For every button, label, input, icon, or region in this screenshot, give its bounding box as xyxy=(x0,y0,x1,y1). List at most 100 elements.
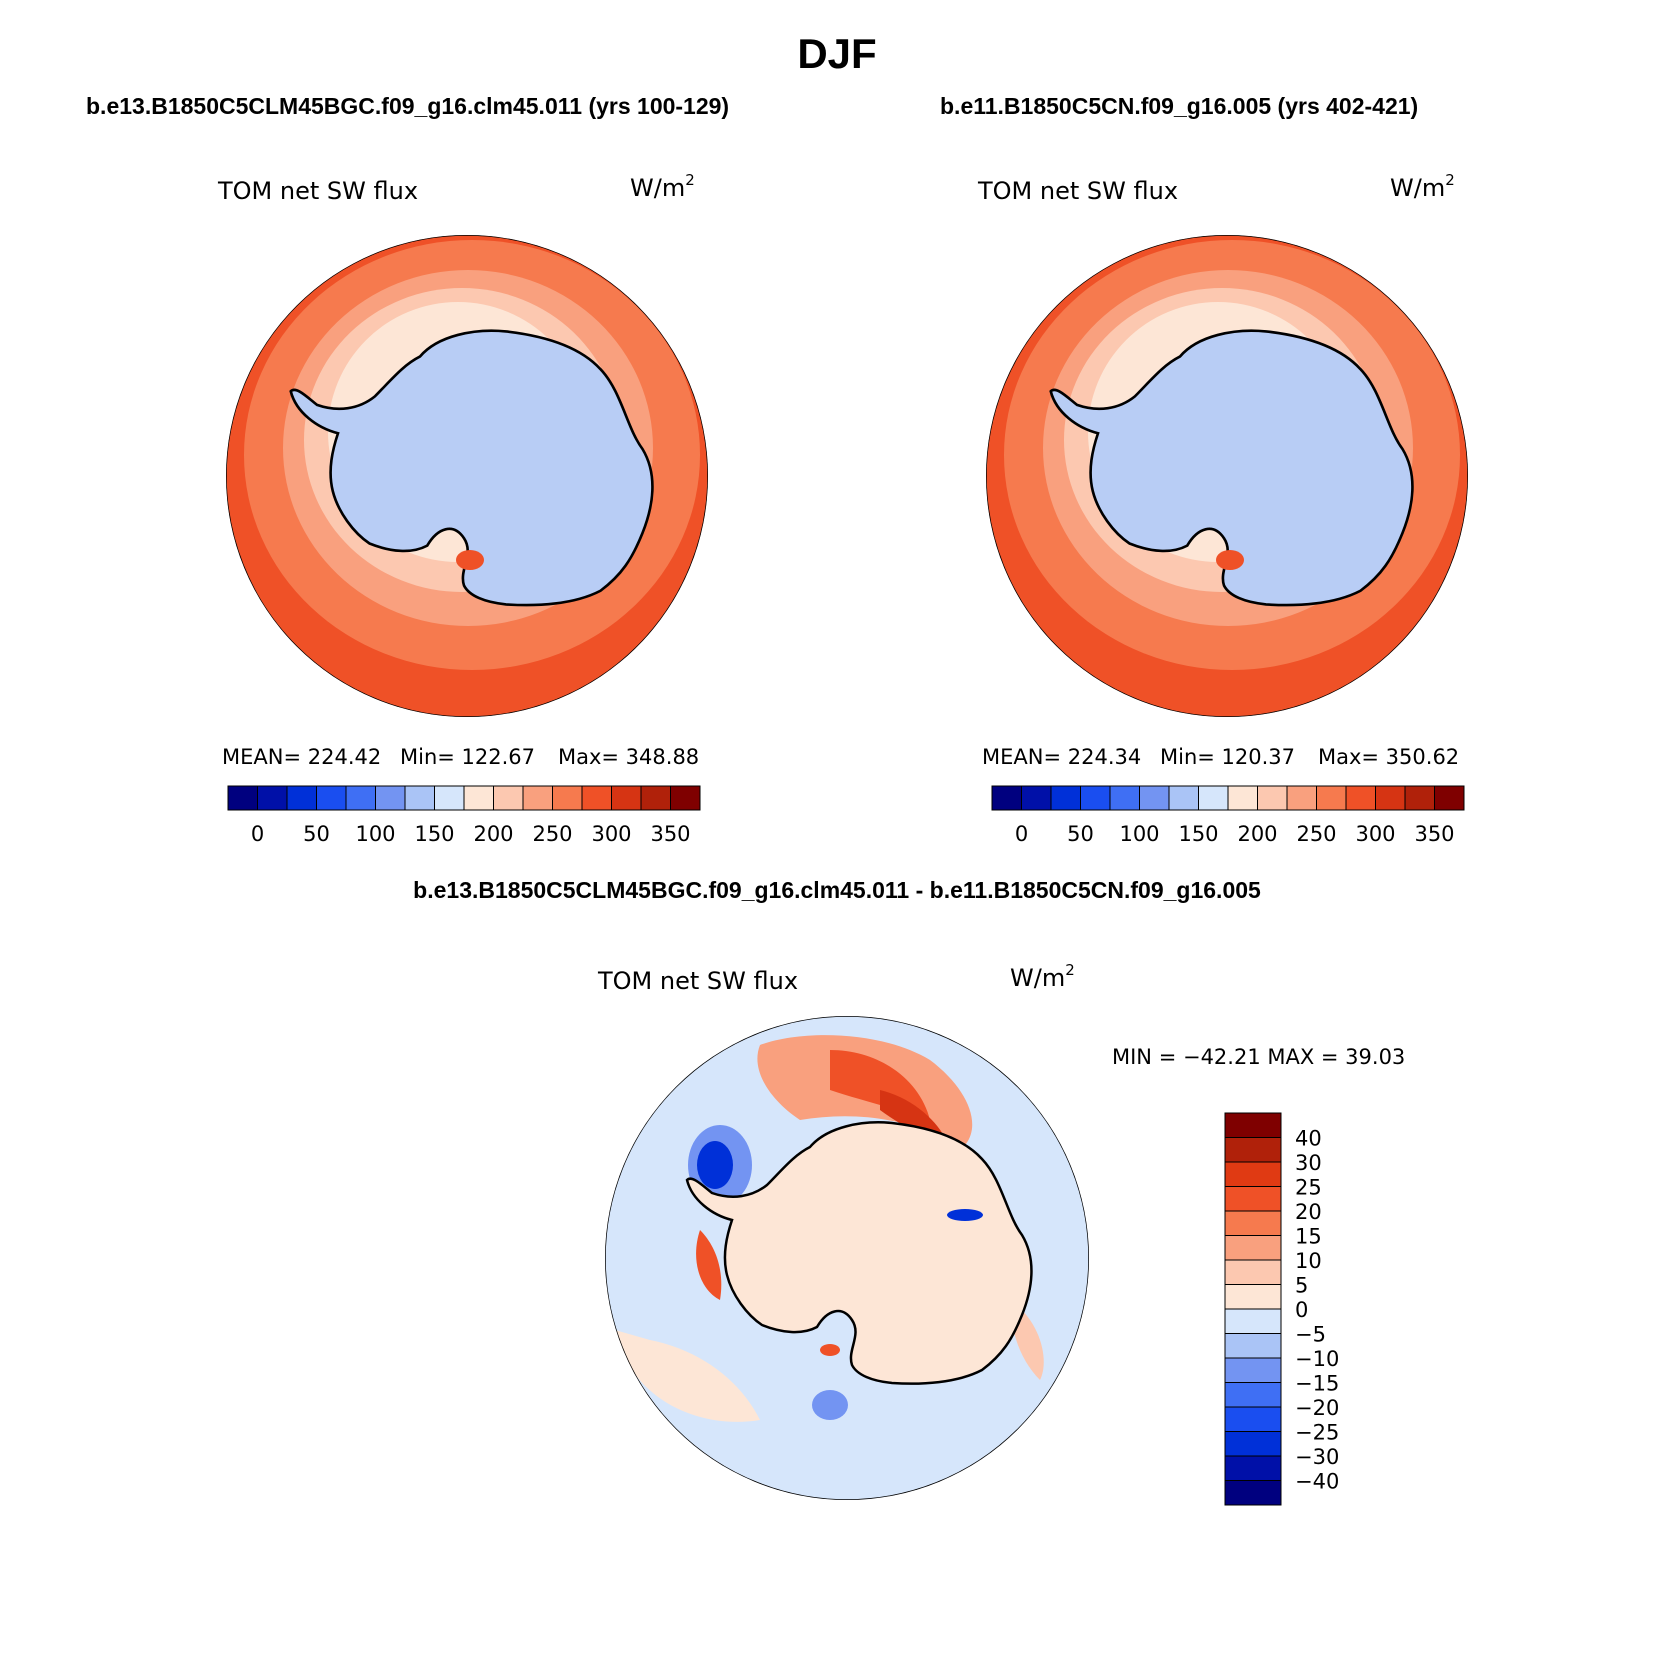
right-colorbar-swatch xyxy=(1139,785,1170,811)
right-colorbar-swatch xyxy=(1257,785,1288,811)
left-colorbar-swatch xyxy=(227,785,258,811)
left-colorbar-swatch xyxy=(286,785,317,811)
difference-polar-map xyxy=(605,1016,1089,1500)
diff-colorbar-swatch xyxy=(1224,1480,1282,1506)
right-colorbar-tick-label: 100 xyxy=(1119,822,1159,846)
left-colorbar-swatch xyxy=(316,785,347,811)
left-colorbar-swatch xyxy=(522,785,553,811)
right-colorbar-swatch xyxy=(1316,785,1347,811)
left-colorbar-swatch xyxy=(640,785,671,811)
left-units-label: W/m2 xyxy=(630,171,695,202)
diff-colorbar-swatch xyxy=(1224,1186,1282,1212)
left-colorbar-tick-label: 200 xyxy=(473,822,513,846)
diff-colorbar-tick-label: −15 xyxy=(1295,1372,1339,1396)
diff-colorbar-tick-label: 15 xyxy=(1295,1225,1322,1249)
right-colorbar-swatch xyxy=(1286,785,1317,811)
diff-colorbar-swatch xyxy=(1224,1137,1282,1163)
diff-min-max-stat: MIN = −42.21 MAX = 39.03 xyxy=(1112,1045,1405,1069)
right-colorbar-tick-label: 300 xyxy=(1355,822,1395,846)
difference-panel-title: b.e13.B1850C5CLM45BGC.f09_g16.clm45.011 … xyxy=(413,877,1261,903)
left-mean-stat: MEAN= 224.42 xyxy=(222,745,381,769)
left-colorbar-swatch xyxy=(375,785,406,811)
right-colorbar-swatch xyxy=(1198,785,1229,811)
right-variable-label: TOM net SW flux xyxy=(977,177,1178,205)
left-min-stat: Min= 122.67 xyxy=(400,745,535,769)
right-colorbar-swatch xyxy=(1227,785,1258,811)
right-panel-case-title: b.e11.B1850C5CN.f09_g16.005 (yrs 402-421… xyxy=(940,93,1419,119)
right-colorbar-tick-label: 200 xyxy=(1237,822,1277,846)
figure-title: DJF xyxy=(797,30,877,77)
right-colorbar-swatch xyxy=(1375,785,1406,811)
diff-colorbar-swatch xyxy=(1224,1235,1282,1261)
diff-colorbar-swatch xyxy=(1224,1455,1282,1481)
left-colorbar-swatch xyxy=(581,785,612,811)
diff-colorbar-tick-label: −10 xyxy=(1295,1347,1339,1371)
diff-variable-label: TOM net SW flux xyxy=(597,967,798,995)
left-colorbar-tick-label: 250 xyxy=(532,822,572,846)
right-colorbar-swatch xyxy=(1404,785,1435,811)
right-polar-map xyxy=(986,235,1468,717)
diff-colorbar-swatch xyxy=(1224,1431,1282,1457)
left-colorbar-swatch xyxy=(611,785,642,811)
diff-colorbar-swatch xyxy=(1224,1112,1282,1138)
diff-colorbar-swatch xyxy=(1224,1406,1282,1432)
left-colorbar-tick-label: 50 xyxy=(303,822,330,846)
diff-units-label: W/m2 xyxy=(1010,961,1075,992)
left-colorbar-tick-label: 300 xyxy=(591,822,631,846)
left-panel-case-title: b.e13.B1850C5CLM45BGC.f09_g16.clm45.011 … xyxy=(86,93,730,119)
left-colorbar-tick-label: 150 xyxy=(414,822,454,846)
diff-colorbar-tick-label: −25 xyxy=(1295,1421,1339,1445)
right-colorbar-swatch xyxy=(1109,785,1140,811)
diff-colorbar-swatch xyxy=(1224,1308,1282,1334)
left-colorbar-swatch xyxy=(257,785,288,811)
right-colorbar-tick-label: 0 xyxy=(1015,822,1028,846)
diff-colorbar-tick-label: −5 xyxy=(1295,1323,1326,1347)
left-colorbar-tick-label: 0 xyxy=(251,822,264,846)
diff-colorbar-swatch xyxy=(1224,1382,1282,1408)
diff-colorbar-tick-label: −40 xyxy=(1295,1470,1339,1494)
diff-colorbar-tick-label: 20 xyxy=(1295,1200,1322,1224)
diff-colorbar-swatch xyxy=(1224,1259,1282,1285)
right-colorbar-swatch xyxy=(1021,785,1052,811)
diff-colorbar-tick-label: 5 xyxy=(1295,1274,1308,1298)
diff-colorbar-swatch xyxy=(1224,1161,1282,1187)
right-mean-stat: MEAN= 224.34 xyxy=(982,745,1141,769)
left-colorbar-swatch xyxy=(670,785,701,811)
right-colorbar-tick-label: 50 xyxy=(1067,822,1094,846)
diff-colorbar-tick-label: 40 xyxy=(1295,1127,1322,1151)
right-colorbar-swatch xyxy=(1080,785,1111,811)
left-colorbar-tick-label: 350 xyxy=(650,822,690,846)
diff-colorbar-swatch xyxy=(1224,1210,1282,1236)
diff-colorbar-tick-label: −20 xyxy=(1295,1396,1339,1420)
diff-colorbar-swatch xyxy=(1224,1333,1282,1359)
left-variable-label: TOM net SW flux xyxy=(217,177,418,205)
right-colorbar-tick-label: 350 xyxy=(1414,822,1454,846)
right-colorbar-tick-label: 150 xyxy=(1178,822,1218,846)
diff-colorbar-swatch xyxy=(1224,1284,1282,1310)
diff-colorbar-swatch xyxy=(1224,1357,1282,1383)
right-colorbar-swatch xyxy=(1434,785,1465,811)
left-colorbar-swatch xyxy=(552,785,583,811)
left-colorbar: 0 50 100 150 200 250 300 350 xyxy=(227,785,701,846)
left-max-stat: Max= 348.88 xyxy=(558,745,699,769)
right-colorbar: 0 50 100 150 200 250 300 350 xyxy=(991,785,1465,846)
left-colorbar-tick-label: 100 xyxy=(355,822,395,846)
left-colorbar-swatch xyxy=(404,785,435,811)
diff-colorbar-tick-label: −30 xyxy=(1295,1445,1339,1469)
right-colorbar-tick-label: 250 xyxy=(1296,822,1336,846)
right-colorbar-swatch xyxy=(1345,785,1376,811)
left-colorbar-swatch xyxy=(463,785,494,811)
right-min-stat: Min= 120.37 xyxy=(1160,745,1295,769)
right-max-stat: Max= 350.62 xyxy=(1318,745,1459,769)
right-colorbar-swatch xyxy=(1168,785,1199,811)
diff-colorbar-tick-label: 0 xyxy=(1295,1298,1308,1322)
left-colorbar-swatch xyxy=(493,785,524,811)
right-colorbar-swatch xyxy=(991,785,1022,811)
left-colorbar-swatch xyxy=(345,785,376,811)
diff-colorbar-tick-label: 30 xyxy=(1295,1151,1322,1175)
diff-colorbar-tick-label: 10 xyxy=(1295,1249,1322,1273)
left-polar-map xyxy=(226,235,708,717)
diff-colorbar-tick-label: 25 xyxy=(1295,1176,1322,1200)
